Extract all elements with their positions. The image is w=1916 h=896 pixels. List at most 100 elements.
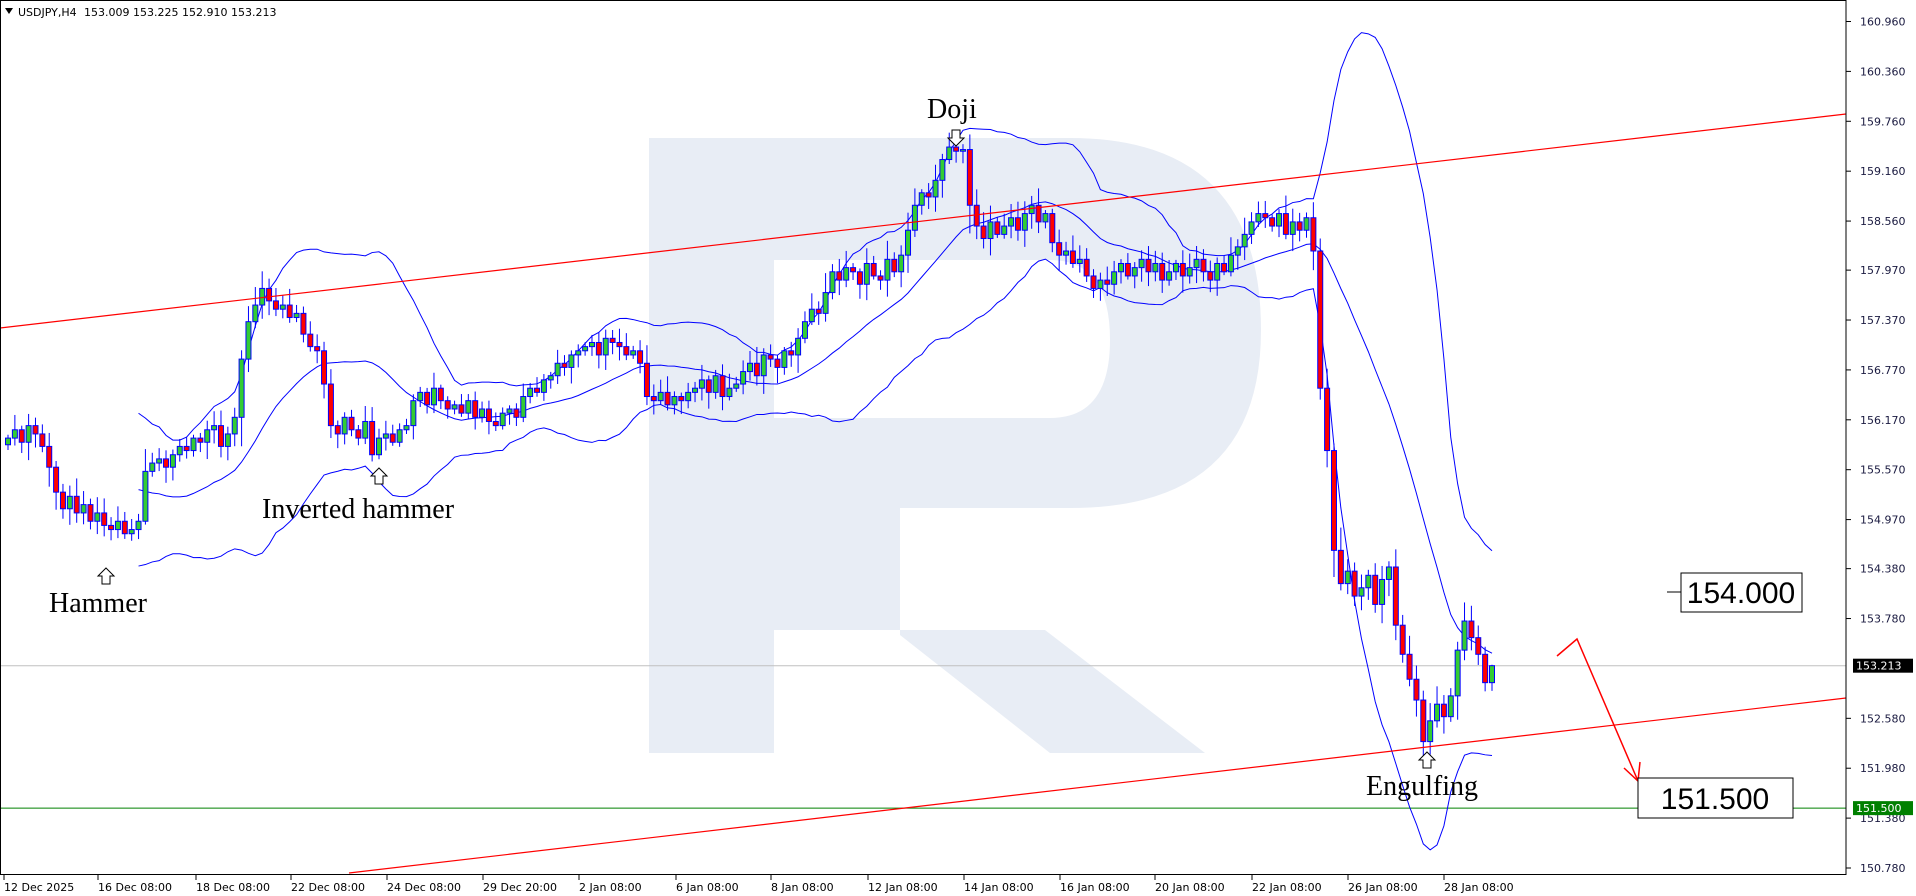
- candle: [623, 333, 630, 361]
- candle-body: [1262, 213, 1269, 219]
- candle-body: [1193, 258, 1200, 269]
- candle-body: [719, 375, 726, 398]
- current-price-badge: [1853, 658, 1913, 673]
- candle-body: [1317, 250, 1324, 389]
- candle-body: [1475, 637, 1482, 655]
- candle: [1351, 562, 1358, 606]
- candle: [32, 417, 39, 448]
- candle: [94, 497, 101, 535]
- candle: [891, 252, 898, 278]
- candle: [836, 258, 843, 296]
- candle: [1372, 563, 1379, 613]
- collapse-triangle-icon[interactable]: [5, 8, 13, 14]
- candle-body: [856, 271, 863, 285]
- candle-body: [1269, 217, 1276, 227]
- candle: [1344, 559, 1351, 595]
- candle: [595, 332, 602, 369]
- candle-body: [602, 337, 609, 356]
- y-tick-label: 151.980: [1860, 762, 1906, 775]
- candle-body: [1056, 242, 1063, 256]
- x-tick-label: 8 Jan 08:00: [771, 881, 834, 894]
- candle-body: [1234, 246, 1241, 256]
- candle: [911, 188, 918, 237]
- candle: [1468, 605, 1475, 651]
- x-tick-label: 14 Jan 08:00: [964, 881, 1034, 894]
- x-tick-label: 6 Jan 08:00: [676, 881, 739, 894]
- candle-body: [726, 387, 733, 398]
- candle-body: [1372, 574, 1379, 605]
- candle-body: [1468, 620, 1475, 639]
- upper-trendline[interactable]: [0, 113, 1847, 329]
- candle-body: [705, 379, 712, 393]
- candle-body: [1324, 387, 1331, 452]
- candle-body: [884, 258, 891, 281]
- candle: [588, 334, 595, 356]
- candle-body: [685, 391, 692, 402]
- candle-body: [403, 425, 410, 431]
- candle: [1049, 208, 1056, 253]
- candle-body: [211, 425, 218, 431]
- candle-body: [1447, 695, 1454, 718]
- current-price-text: 153.213: [1856, 660, 1902, 673]
- candle-body: [314, 346, 321, 352]
- candle-body: [1008, 217, 1015, 227]
- candle-body: [479, 408, 486, 418]
- y-tick-label: 159.160: [1860, 165, 1906, 178]
- candle-body: [1399, 624, 1406, 655]
- candle-body: [437, 387, 444, 402]
- candle: [1440, 695, 1447, 734]
- candle: [348, 409, 355, 437]
- candle: [211, 411, 218, 444]
- candle: [918, 189, 925, 215]
- candle: [25, 413, 32, 461]
- time-axis[interactable]: 12 Dec 2025 16 Dec 08:00 18 Dec 08:00 22 De…: [3, 875, 1514, 894]
- candle-body: [1063, 250, 1070, 256]
- candle-body: [863, 262, 870, 285]
- candle: [272, 287, 279, 317]
- candle-body: [1076, 258, 1083, 264]
- candle: [80, 491, 87, 525]
- candle-body: [1454, 649, 1461, 697]
- candle: [252, 287, 259, 329]
- candle-body: [300, 312, 307, 335]
- candle-body: [561, 362, 568, 368]
- candle-body: [678, 396, 685, 402]
- candle-body: [1248, 221, 1255, 235]
- candle-body: [369, 420, 376, 456]
- candle: [231, 407, 238, 447]
- candle: [128, 519, 135, 541]
- candle-body: [444, 400, 451, 410]
- candle-body: [424, 391, 431, 406]
- y-tick-label: 153.780: [1860, 613, 1906, 626]
- candle-body: [321, 350, 328, 385]
- candle: [224, 426, 231, 461]
- candle: [808, 293, 815, 326]
- candle-body: [1118, 262, 1124, 273]
- candle: [753, 346, 760, 386]
- x-tick-label: 22 Jan 08:00: [1252, 881, 1322, 894]
- candle: [1399, 614, 1406, 663]
- candle: [444, 396, 451, 419]
- candle-body: [39, 433, 46, 447]
- y-tick-label: 156.770: [1860, 364, 1906, 377]
- candle-body: [740, 371, 747, 385]
- candle-body: [53, 466, 60, 493]
- candle-body: [1351, 570, 1358, 597]
- candle: [46, 432, 53, 487]
- candle-body: [376, 437, 382, 456]
- candle: [1337, 527, 1344, 591]
- candle-body: [80, 504, 87, 514]
- support-price-text: 151.500: [1856, 802, 1902, 815]
- lower-trendline[interactable]: [348, 697, 1847, 874]
- candle-body: [1440, 703, 1447, 718]
- candle-body: [272, 300, 279, 310]
- candle-body: [843, 267, 850, 281]
- candle-body: [767, 354, 774, 360]
- candle: [602, 329, 609, 370]
- candle: [1090, 269, 1097, 298]
- candle-body: [836, 271, 843, 281]
- ohlc-readout: 153.009 153.225 152.910 153.213: [84, 6, 276, 19]
- candle-body: [142, 470, 149, 522]
- candle-body: [458, 404, 465, 414]
